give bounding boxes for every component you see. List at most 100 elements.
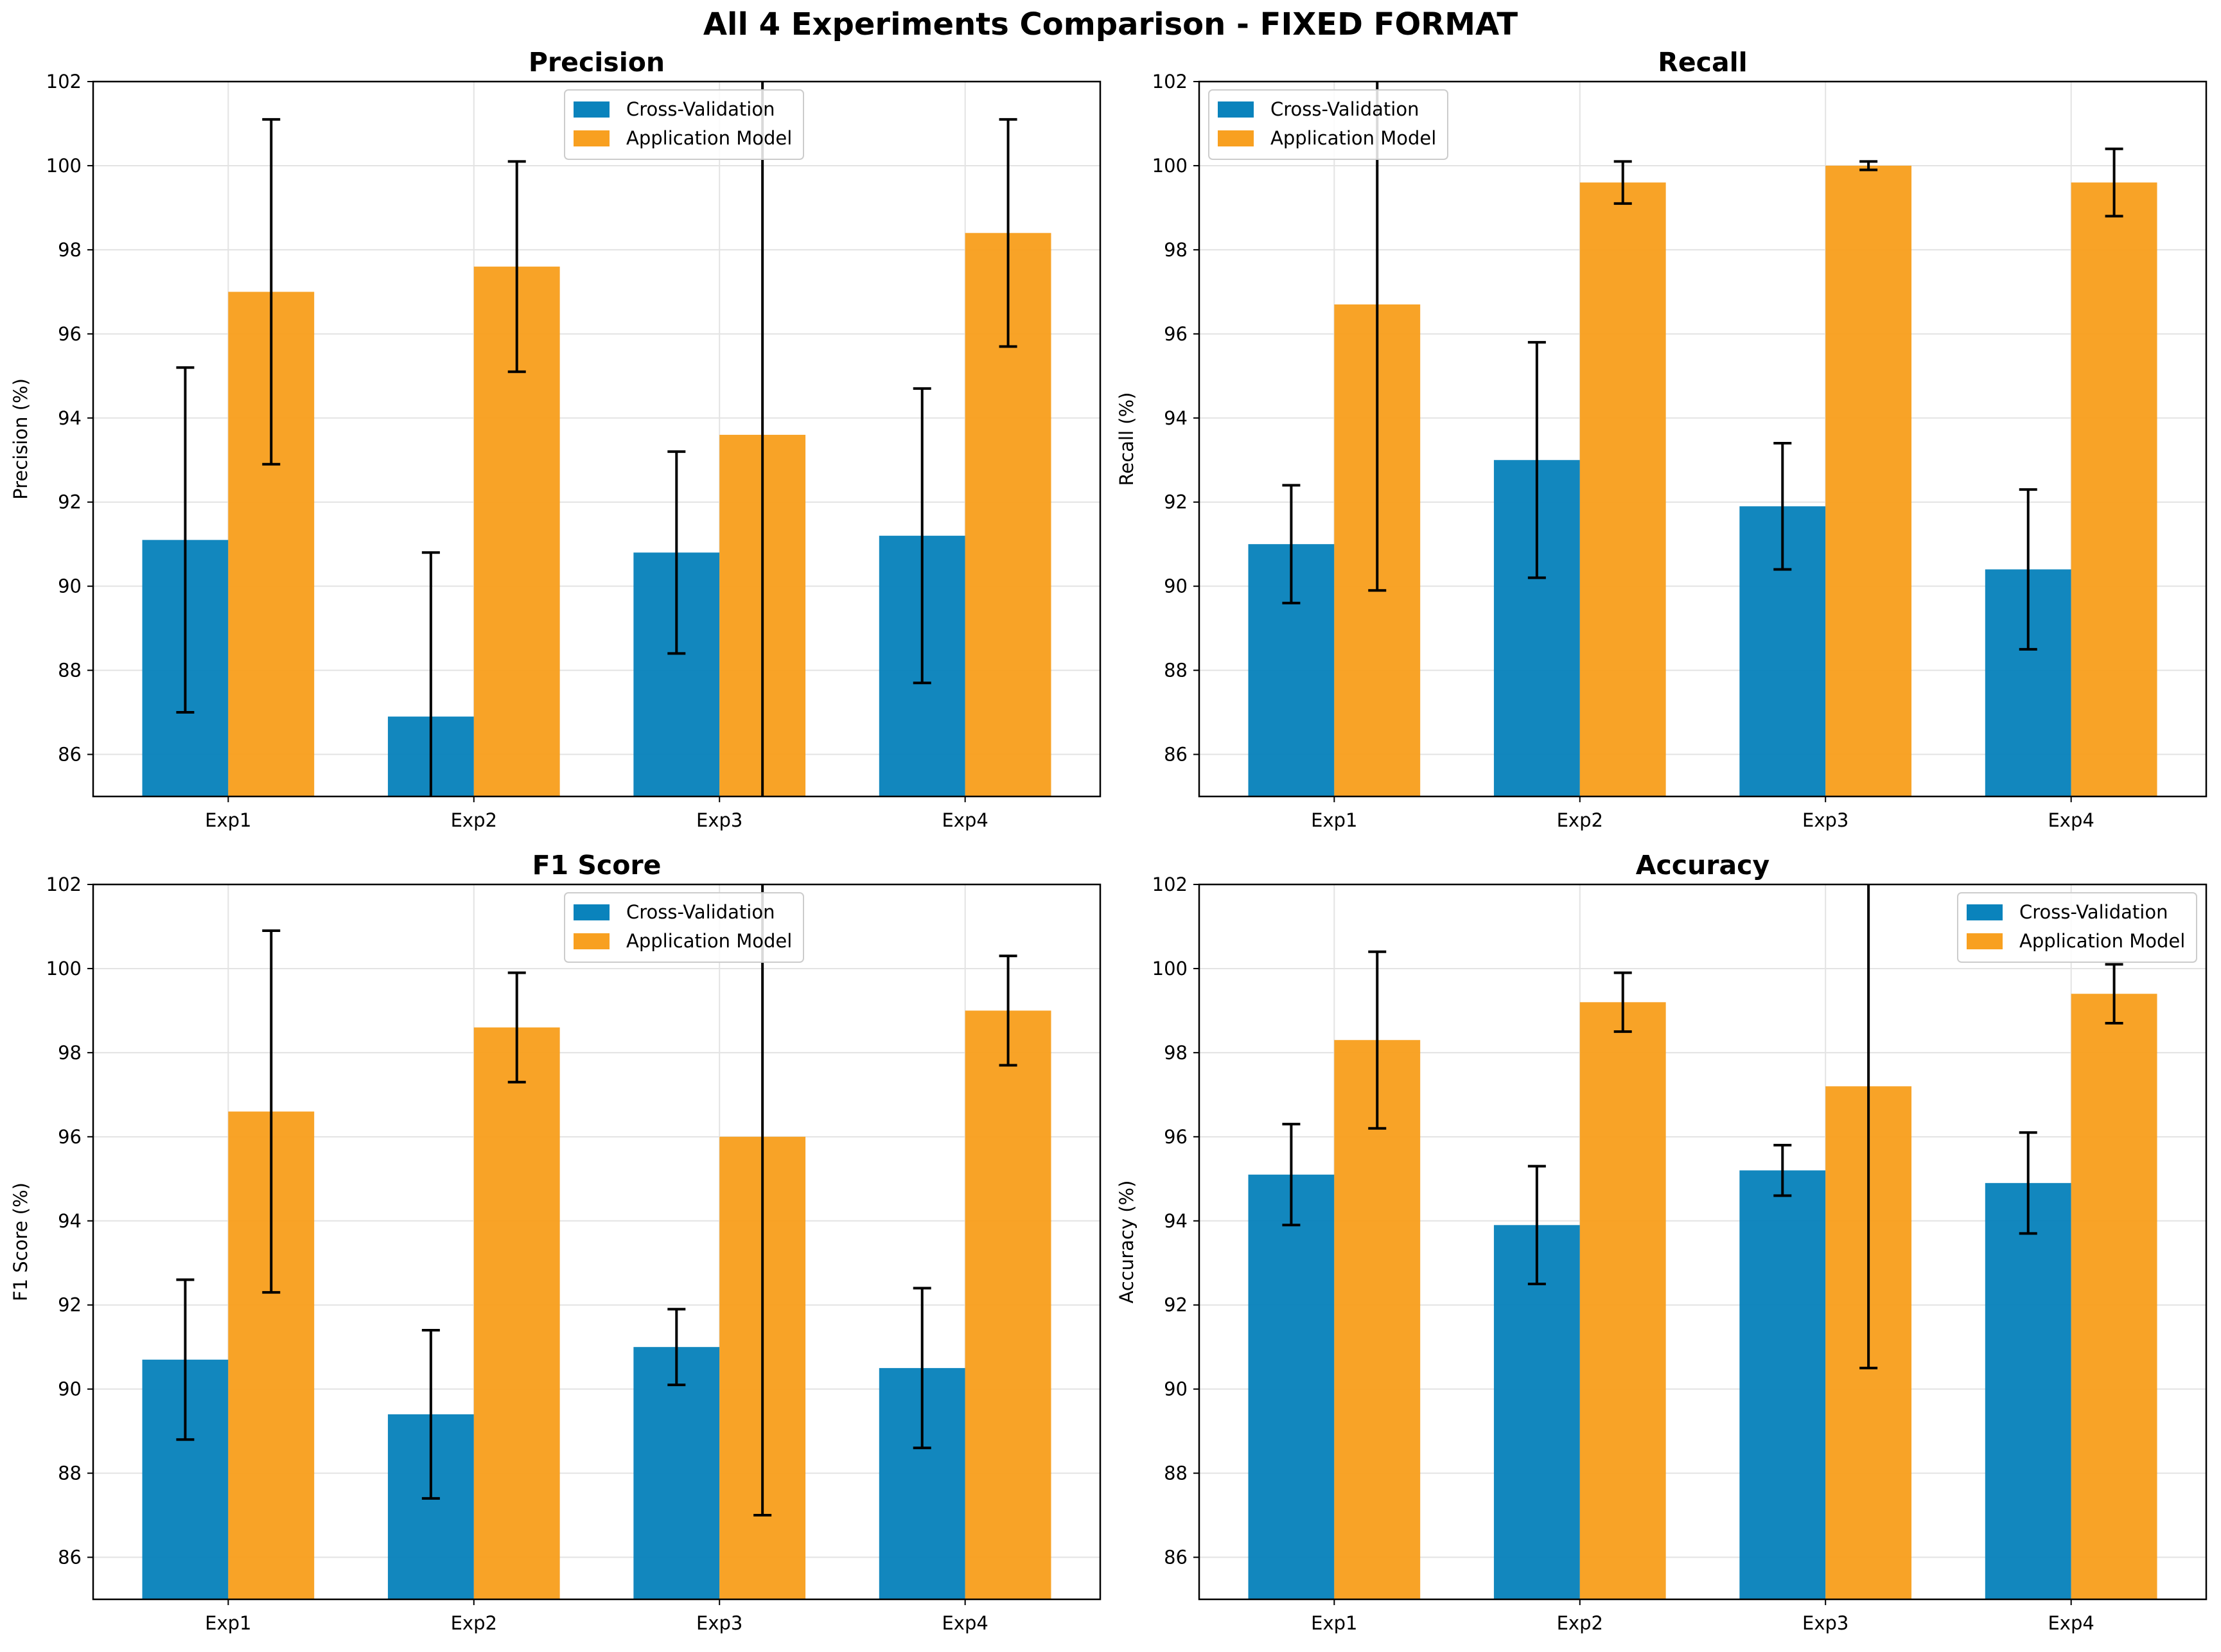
y-tick-label: 94: [1164, 1210, 1188, 1232]
y-tick-label: 88: [1164, 660, 1188, 681]
y-tick-label: 102: [46, 874, 82, 895]
legend-swatch: [574, 130, 610, 146]
y-tick-label: 96: [1164, 1126, 1188, 1148]
bar: [1334, 1040, 1421, 1599]
x-tick-label: Exp3: [696, 1612, 742, 1634]
plot-marks: [1248, 82, 2157, 796]
y-tick-label: 92: [58, 1294, 82, 1316]
bar: [1248, 1174, 1335, 1599]
bar: [965, 1010, 1051, 1599]
x-tick-label: Exp2: [1557, 1612, 1603, 1634]
plot-frame: [92, 80, 1102, 798]
y-tick-label: 100: [46, 155, 82, 177]
legend-swatch: [1218, 101, 1254, 118]
legend-swatch: [1967, 904, 2003, 920]
plot-marks: [142, 82, 1051, 796]
y-tick-label: 100: [1152, 155, 1188, 177]
legend-label: Cross-Validation: [1270, 98, 1419, 120]
bar: [2071, 182, 2157, 796]
bar: [1825, 165, 1912, 796]
y-tick-label: 90: [58, 1378, 82, 1400]
y-tick-label: 94: [58, 407, 82, 429]
plot-frame: [1198, 883, 2208, 1601]
legend-swatch: [574, 904, 610, 920]
y-tick-label: 98: [1164, 1042, 1188, 1064]
chart-panel-4: 86 88 90 92 94 96 98 100 102 Exp1 Exp2 Exp3 Exp4 Accu…: [1116, 850, 2208, 1634]
y-tick-label: 90: [1164, 1378, 1188, 1400]
legend-swatch: [1967, 933, 2003, 949]
y-tick-label: 86: [58, 744, 82, 766]
legend-box: [1957, 892, 2197, 963]
bar: [1493, 1225, 1580, 1599]
bar: [1579, 1002, 1666, 1599]
y-tick-label: 86: [58, 1547, 82, 1569]
chart-panel-3: 86 88 90 92 94 96 98 100 102 Exp1 Exp2 Exp3 Exp4 F1 S…: [10, 850, 1102, 1634]
y-tick-label: 96: [58, 323, 82, 345]
chart-title: Precision: [529, 47, 665, 78]
x-tick-label: Exp2: [1557, 809, 1603, 831]
x-tick-label: Exp1: [205, 809, 251, 831]
y-tick-label: 94: [58, 1210, 82, 1232]
y-tick-label: 92: [1164, 1294, 1188, 1316]
y-tick-label: 96: [58, 1126, 82, 1148]
y-tick-label: 86: [1164, 744, 1188, 766]
y-tick-label: 92: [1164, 491, 1188, 513]
x-tick-label: Exp1: [1311, 1612, 1357, 1634]
legend: Cross-Validation Application Model: [564, 89, 804, 160]
y-tick-label: 98: [58, 1042, 82, 1064]
y-tick-label: 100: [46, 958, 82, 980]
y-tick-label: 98: [58, 239, 82, 261]
x-tick-label: Exp3: [1802, 1612, 1848, 1634]
legend-label: Cross-Validation: [626, 901, 775, 923]
y-axis-label: Recall (%): [1116, 392, 1137, 486]
bar: [1579, 182, 1666, 796]
legend-label: Cross-Validation: [626, 98, 775, 120]
plot-marks: [1248, 884, 2157, 1599]
y-tick-label: 102: [46, 71, 82, 92]
x-tick-label: Exp1: [205, 1612, 251, 1634]
bar: [1739, 1170, 1826, 1599]
legend-label: Application Model: [2019, 930, 2185, 952]
chart-title: F1 Score: [532, 850, 662, 881]
legend-label: Cross-Validation: [2019, 901, 2168, 923]
x-tick-label: Exp3: [1802, 809, 1848, 831]
x-tick-label: Exp2: [451, 809, 497, 831]
x-tick-label: Exp4: [2048, 809, 2094, 831]
chart-title: Accuracy: [1636, 850, 1769, 881]
chart-title: Recall: [1658, 47, 1747, 78]
y-tick-label: 98: [1164, 239, 1188, 261]
legend-swatch: [574, 933, 610, 949]
figure-title: All 4 Experiments Comparison - FIXED FOR…: [703, 6, 1518, 42]
legend-label: Application Model: [626, 127, 792, 149]
x-tick-label: Exp3: [696, 809, 742, 831]
legend: Cross-Validation Application Model: [1957, 892, 2197, 963]
legend-box: [564, 89, 804, 160]
plot-frame: [92, 883, 1102, 1601]
y-tick-label: 88: [1164, 1463, 1188, 1484]
plot-marks: [142, 884, 1051, 1599]
legend-label: Application Model: [1270, 127, 1436, 149]
x-tick-label: Exp4: [942, 809, 988, 831]
y-axis-label: Precision (%): [10, 378, 31, 500]
legend: Cross-Validation Application Model: [1208, 89, 1448, 160]
x-tick-label: Exp4: [2048, 1612, 2094, 1634]
bar: [1985, 1182, 2071, 1599]
y-tick-label: 100: [1152, 958, 1188, 980]
bar: [473, 1027, 560, 1599]
legend-box: [1208, 89, 1448, 160]
chart-panel-1: 86 88 90 92 94 96 98 100 102 Exp1 Exp2 Exp3 Exp4 Prec…: [10, 47, 1102, 831]
y-tick-label: 102: [1152, 71, 1188, 92]
y-tick-label: 90: [58, 576, 82, 597]
legend-swatch: [1218, 130, 1254, 146]
legend-box: [564, 892, 804, 963]
legend-swatch: [574, 101, 610, 118]
y-tick-label: 88: [58, 1463, 82, 1484]
y-tick-label: 92: [58, 491, 82, 513]
x-tick-label: Exp1: [1311, 809, 1357, 831]
y-tick-label: 94: [1164, 407, 1188, 429]
legend: Cross-Validation Application Model: [564, 892, 804, 963]
y-axis-label: F1 Score (%): [10, 1182, 31, 1301]
y-tick-label: 88: [58, 660, 82, 681]
y-axis-label: Accuracy (%): [1116, 1181, 1137, 1304]
